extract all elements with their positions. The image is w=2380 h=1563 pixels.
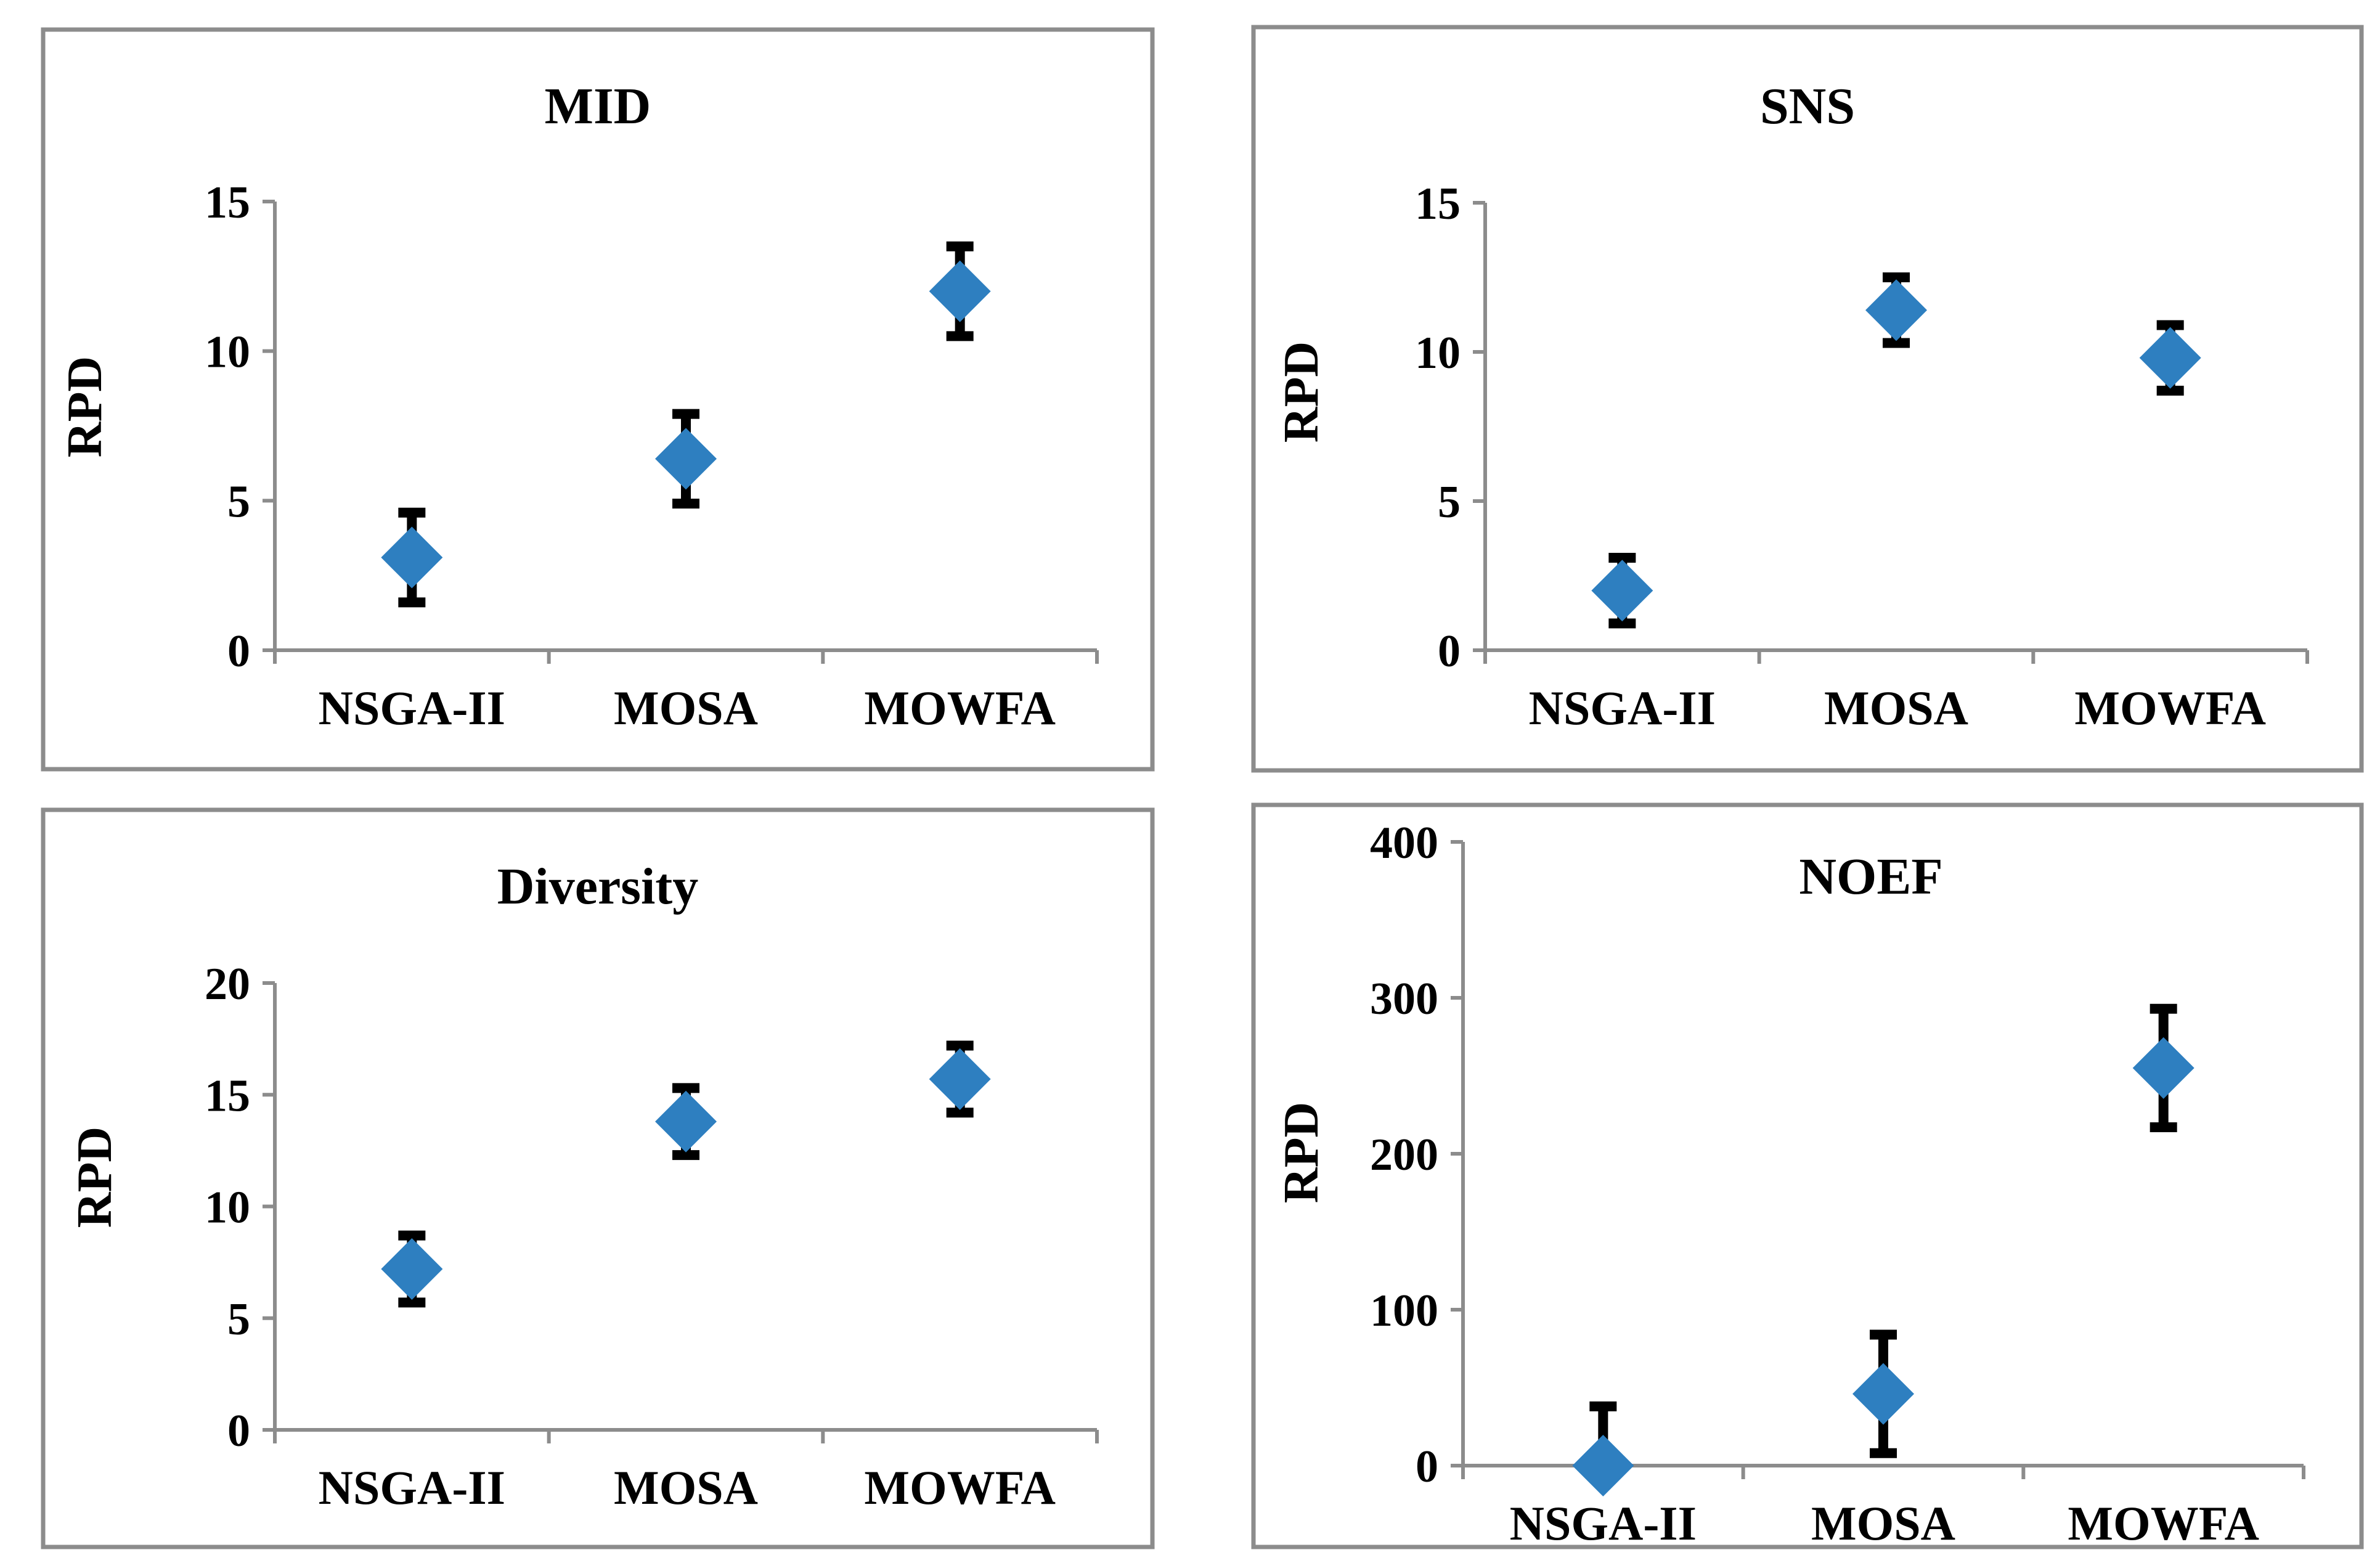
chart-frame: [41, 807, 1155, 1549]
y-tick-label: 400: [1370, 818, 1438, 868]
data-marks: [1572, 1003, 2195, 1496]
chart-sns: SNS RPD 0 5 10 15 NSGA-II MOSA MOWFA: [1251, 25, 2364, 773]
data-marks: [381, 241, 991, 608]
chart-frame: [41, 27, 1155, 772]
y-tick-label: 15: [1415, 179, 1461, 229]
y-tick-label: 200: [1370, 1130, 1438, 1180]
x-tick-labels: NSGA-II MOSA MOWFA: [319, 1461, 1056, 1514]
y-tick-label: 0: [227, 1406, 250, 1456]
x-tick-label: MOSA: [1824, 681, 1968, 735]
y-tick-label: 15: [205, 178, 250, 228]
x-tick-labels: NSGA-II MOSA MOWFA: [1529, 681, 2266, 735]
chart-title: NOEF: [1799, 848, 1942, 905]
y-tick-labels: 0 5 10 15: [205, 178, 250, 677]
chart-title: Diversity: [497, 858, 699, 915]
chart-title: SNS: [1760, 78, 1855, 135]
y-tick-label: 0: [1438, 626, 1461, 677]
axes: [263, 200, 1099, 664]
x-tick-label: MOWFA: [2068, 1496, 2259, 1550]
data-point: [381, 1238, 443, 1300]
x-tick-label: MOSA: [614, 681, 758, 735]
x-tick-label: NSGA-II: [319, 1461, 505, 1514]
y-tick-labels: 0 5 10 15: [1415, 179, 1461, 677]
y-tick-label: 5: [227, 1294, 250, 1345]
chart-title: MID: [545, 78, 651, 135]
y-axis-label: RPD: [1274, 1102, 1329, 1203]
y-tick-labels: 0 100 200 300 400: [1370, 818, 1438, 1492]
y-axis-label: RPD: [58, 356, 112, 457]
y-tick-labels: 0 5 10 15 20: [205, 959, 250, 1456]
x-tick-label: MOWFA: [2074, 681, 2265, 735]
x-tick-label: NSGA-II: [1510, 1496, 1697, 1550]
y-tick-label: 20: [205, 959, 250, 1010]
chart-frame: [1251, 802, 2364, 1549]
data-marks: [1591, 272, 2201, 629]
chart-mid: MID RPD 0 5 10 15 NSGA-II MOSA MOWFA: [41, 27, 1155, 772]
y-tick-label: 10: [205, 327, 250, 378]
data-point: [2139, 327, 2201, 389]
y-tick-label: 0: [1416, 1442, 1438, 1492]
x-tick-labels: NSGA-II MOSA MOWFA: [319, 681, 1056, 735]
data-point: [929, 1048, 991, 1110]
data-point: [381, 526, 443, 589]
y-tick-label: 100: [1370, 1286, 1438, 1336]
y-axis-label: RPD: [1274, 341, 1329, 443]
data-point: [929, 260, 991, 322]
data-point: [655, 1090, 717, 1153]
y-tick-label: 15: [205, 1071, 250, 1121]
x-tick-label: NSGA-II: [319, 681, 505, 735]
x-tick-label: NSGA-II: [1529, 681, 1716, 735]
chart-noef: NOEF RPD 0 100 200 300 400 NSGA-II MOSA MOWFA: [1251, 802, 2364, 1550]
y-tick-label: 5: [1438, 477, 1461, 528]
data-marks: [381, 1040, 991, 1308]
x-tick-label: MOSA: [1811, 1496, 1955, 1550]
y-tick-label: 0: [227, 626, 250, 677]
x-tick-labels: NSGA-II MOSA MOWFA: [1510, 1496, 2259, 1550]
data-point: [655, 428, 717, 490]
axes: [263, 981, 1099, 1443]
y-axis-label: RPD: [68, 1127, 122, 1228]
data-point: [2132, 1037, 2195, 1099]
y-tick-label: 5: [227, 476, 250, 527]
x-tick-label: MOWFA: [864, 681, 1055, 735]
axes: [1473, 201, 2309, 664]
x-tick-label: MOWFA: [864, 1461, 1055, 1514]
data-point: [1591, 560, 1653, 622]
data-point: [1572, 1435, 1634, 1496]
data-point: [1852, 1363, 1914, 1425]
y-tick-label: 10: [1415, 328, 1461, 378]
chart-diversity: Diversity RPD 0 5 10 15 20 NSGA-II MOSA MOWFA: [41, 807, 1155, 1549]
y-tick-label: 10: [205, 1183, 250, 1233]
data-point: [1865, 279, 1927, 341]
chart-frame: [1251, 25, 2364, 773]
x-tick-label: MOSA: [614, 1461, 758, 1514]
y-tick-label: 300: [1370, 974, 1438, 1024]
